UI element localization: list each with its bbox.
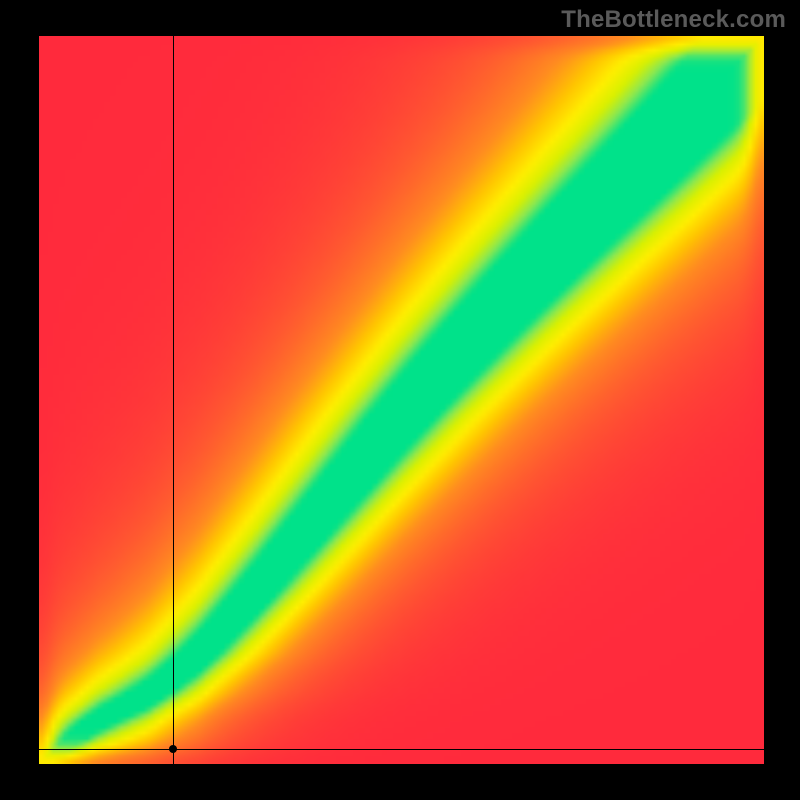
- crosshair-horizontal: [39, 749, 764, 750]
- heatmap-canvas: [39, 36, 764, 764]
- chart-frame: TheBottleneck.com: [0, 0, 800, 800]
- watermark-text: TheBottleneck.com: [561, 6, 786, 34]
- heatmap-plot: [39, 36, 764, 764]
- crosshair-vertical: [173, 36, 174, 764]
